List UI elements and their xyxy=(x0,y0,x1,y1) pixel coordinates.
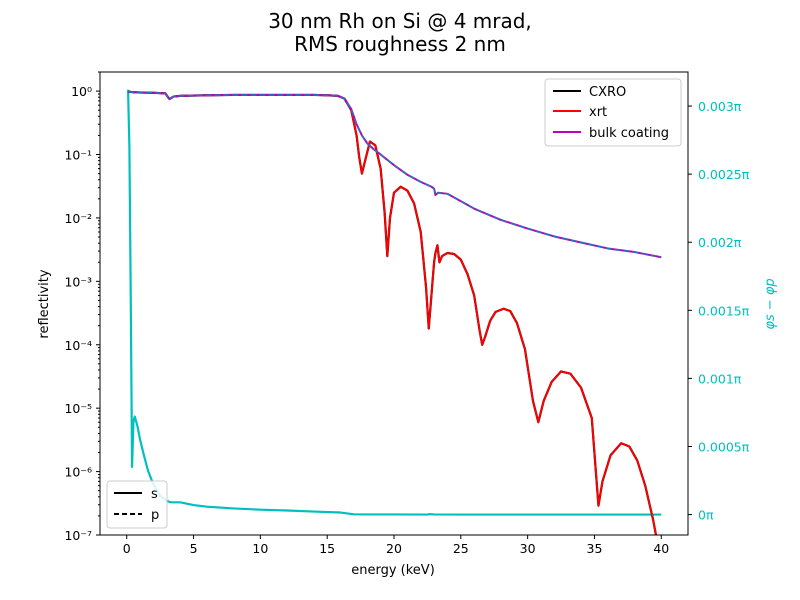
y-tick-label: 10⁻¹ xyxy=(64,148,92,163)
x-tick-label: 25 xyxy=(453,541,469,556)
x-axis-label: energy (keV) xyxy=(351,563,435,578)
y-tick-label: 10⁻⁷ xyxy=(64,528,92,543)
x-tick-label: 5 xyxy=(190,541,198,556)
series-group xyxy=(126,89,662,535)
y2-tick-label: 0.001π xyxy=(698,371,742,386)
y2-axis-label: φs − φp xyxy=(763,278,778,329)
legend-lower: s p xyxy=(106,480,168,529)
y2-tick-label: 0.0005π xyxy=(698,439,750,454)
y-tick-label: 10⁻⁵ xyxy=(64,401,92,416)
y2-tick-label: 0π xyxy=(698,508,714,523)
chart-title-line-2: RMS roughness 2 nm xyxy=(294,32,506,56)
x-tick-label: 35 xyxy=(587,541,603,556)
plot-area xyxy=(126,89,662,535)
x-tick-label: 30 xyxy=(520,541,536,556)
legend-label-s: s xyxy=(151,487,158,502)
x-tick-label: 0 xyxy=(123,541,131,556)
y2-tick-label: 0.003π xyxy=(698,99,742,114)
y-tick-label: 10⁻⁶ xyxy=(64,465,92,480)
series-line-xrt-p xyxy=(127,90,657,535)
series-line-xrt-s xyxy=(127,90,657,535)
x-tick-label: 10 xyxy=(252,541,268,556)
y2-tick-label: 0.0015π xyxy=(698,303,750,318)
series-line-bulk-coating-p xyxy=(127,90,662,259)
y-tick-label: 10⁰ xyxy=(71,84,92,99)
legend-label-bulk-coating: bulk coating xyxy=(589,126,669,141)
legend-label-cxro: CXRO xyxy=(589,85,626,100)
axes: 0 5 10 15 20 25 30 35 40 10⁰ 10⁻¹ 10⁻² 10⁻³ 10⁻⁴ 10⁻⁵ 1… xyxy=(64,71,750,556)
y-tick-label: 10⁻² xyxy=(64,211,92,226)
legend-upper-frame xyxy=(544,78,682,147)
y-tick-label: 10⁻³ xyxy=(64,274,92,289)
chart-title: 30 nm Rh on Si @ 4 mrad, RMS roughness 2… xyxy=(268,9,532,56)
y2-tick-label: 0.002π xyxy=(698,235,742,250)
chart-title-line-1: 30 nm Rh on Si @ 4 mrad, xyxy=(268,9,532,33)
y2-tick-label: 0.0025π xyxy=(698,167,750,182)
y-tick-label: 10⁻⁴ xyxy=(64,338,92,353)
legend-label-xrt: xrt xyxy=(589,105,607,120)
series-line-phase-difference xyxy=(126,89,662,516)
legend-label-p: p xyxy=(151,508,159,523)
x-tick-label: 20 xyxy=(386,541,402,556)
legend-upper: CXRO xrt bulk coating xyxy=(544,78,682,147)
series-line-cxro-s xyxy=(127,90,658,535)
x-tick-label: 40 xyxy=(653,541,669,556)
y-axis-label: reflectivity xyxy=(37,269,52,339)
x-tick-label: 15 xyxy=(319,541,335,556)
